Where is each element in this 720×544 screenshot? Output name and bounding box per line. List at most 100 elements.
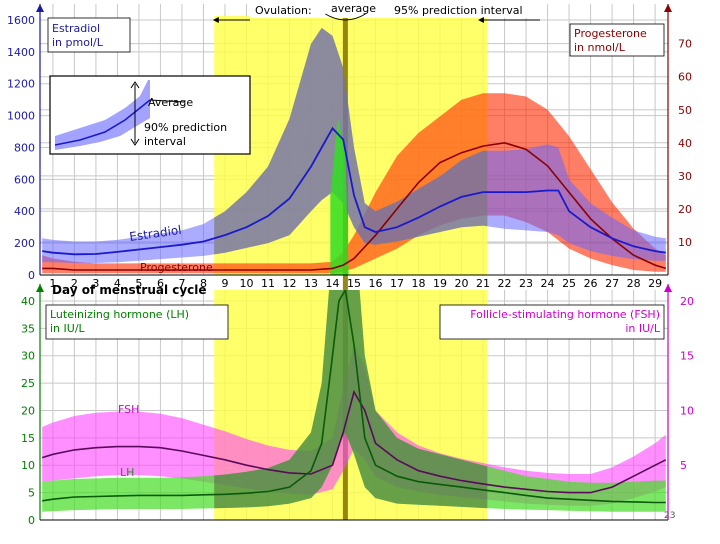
progesterone-tick-label: 50 — [678, 104, 692, 117]
lh-tick-label: 0 — [28, 514, 35, 527]
inset-interval-label: 90% prediction interval — [144, 121, 227, 148]
lh-tick-label: 15 — [21, 432, 35, 445]
ovulation-average-label: average — [331, 2, 376, 15]
lh-tick-label: 40 — [21, 295, 35, 308]
estradiol-tick-label: 1600 — [7, 14, 35, 27]
progesterone-line — [42, 141, 667, 271]
inset-arrow-down-icon — [130, 138, 140, 146]
labels: 0200400600800100012001400160010203040506… — [7, 2, 694, 527]
progesterone-unit-label: Progesterone in nmol/L — [574, 27, 647, 54]
fsh-series-label: FSH — [118, 403, 139, 416]
fsh-tick-label: 5 — [680, 459, 687, 472]
lh-axis-arrow-icon — [36, 284, 44, 292]
lh-series-label: LH — [120, 466, 134, 479]
progesterone-tick-label: 70 — [678, 38, 692, 51]
inset-band — [55, 80, 150, 150]
lh-band-ovulation — [214, 290, 488, 512]
estradiol-band — [42, 27, 666, 264]
estradiol-line — [42, 126, 666, 256]
day-tick-label: 6 — [157, 277, 164, 290]
top-lines — [42, 126, 667, 271]
inset-arrow-up-icon — [130, 81, 140, 89]
lh-tick-label: 25 — [21, 377, 35, 390]
day-tick-label: 5 — [135, 277, 142, 290]
corner-label: 23 — [664, 511, 675, 521]
lh-tick-label: 30 — [21, 350, 35, 363]
day-tick-label: 12 — [282, 277, 296, 290]
day-tick-label: 16 — [369, 277, 383, 290]
progesterone-tick-label: 30 — [678, 170, 692, 183]
day-tick-label: 11 — [261, 277, 275, 290]
ovulation-label: Ovulation: — [255, 4, 312, 17]
ovulation-interval-label: 95% prediction interval — [394, 4, 523, 17]
day-tick-label: 15 — [347, 277, 361, 290]
day-tick-label: 27 — [605, 277, 619, 290]
progesterone-band — [42, 93, 666, 274]
fsh-unit-label: Follicle-stimulating hormone (FSH) — [470, 308, 660, 321]
fsh-axis-arrow-icon — [664, 284, 672, 292]
day-tick-label: 24 — [541, 277, 555, 290]
estradiol-tick-label: 1200 — [7, 78, 35, 91]
lh-tick-label: 20 — [21, 404, 35, 417]
bottom-bands — [42, 290, 666, 512]
progesterone-series-label: Progesterone — [140, 261, 213, 274]
progesterone-axis-arrow-icon — [664, 4, 672, 12]
estradiol-tick-label: 1000 — [7, 110, 35, 123]
progesterone-tick-label: 10 — [678, 236, 692, 249]
lh-unit-box — [45, 304, 229, 340]
day-tick-label: 18 — [412, 277, 426, 290]
day-tick-label: 21 — [476, 277, 490, 290]
progesterone-tick-label: 40 — [678, 137, 692, 150]
lh-tick-label: 35 — [21, 322, 35, 335]
inset-average-label: Average — [148, 96, 193, 109]
estradiol-tick-label: 0 — [28, 269, 35, 282]
progesterone-tick-label: 20 — [678, 203, 692, 216]
top-bands — [42, 27, 666, 275]
day-tick-label: 4 — [114, 277, 121, 290]
day-tick-label: 17 — [390, 277, 404, 290]
estradiol-tick-label: 800 — [14, 141, 35, 154]
day-tick-label: 3 — [92, 277, 99, 290]
estradiol-tick-label: 1400 — [7, 46, 35, 59]
day-tick-label: 7 — [178, 277, 185, 290]
prediction-bands — [42, 27, 666, 512]
ovulation-header-bg — [250, 2, 540, 18]
day-tick-label: 9 — [221, 277, 228, 290]
inset-legend: Average 90% prediction interval — [49, 75, 251, 155]
inset-pointer — [149, 99, 185, 103]
progesterone-unit-box — [569, 23, 665, 57]
day-tick-label: 1 — [49, 277, 56, 290]
estradiol-unit-box — [47, 17, 131, 53]
progesterone-tick-label: 60 — [678, 71, 692, 84]
lh-tick-label: 5 — [28, 487, 35, 500]
fsh-tick-label: 10 — [680, 404, 694, 417]
lh-peak-echo — [330, 118, 349, 275]
day-tick-label: 26 — [584, 277, 598, 290]
estradiol-tick-label: 200 — [14, 237, 35, 250]
lh-tick-label: 10 — [21, 459, 35, 472]
day-tick-label: 2 — [71, 277, 78, 290]
inset-line — [54, 99, 151, 146]
day-tick-label: 22 — [498, 277, 512, 290]
fsh-tick-label: 15 — [680, 350, 694, 363]
fsh-tick-label: 20 — [680, 295, 694, 308]
day-tick-label: 8 — [200, 277, 207, 290]
bottom-lines — [41, 290, 667, 504]
day-tick-label: 29 — [648, 277, 662, 290]
estradiol-axis-arrow-icon — [36, 4, 44, 12]
estradiol-tick-label: 400 — [14, 205, 35, 218]
day-tick-label: 13 — [304, 277, 318, 290]
estradiol-tick-label: 600 — [14, 173, 35, 186]
axes — [36, 4, 672, 521]
day-tick-label: 14 — [325, 277, 339, 290]
day-tick-label: 20 — [455, 277, 469, 290]
lh-line — [42, 290, 666, 504]
day-tick-label: 19 — [433, 277, 447, 290]
x-axis-title: Day of menstrual cycle — [52, 283, 207, 297]
fsh-unit-box — [439, 304, 665, 340]
fsh-line — [41, 389, 667, 494]
day-tick-label: 25 — [562, 277, 576, 290]
estradiol-unit-label: Estradiol in pmol/L — [52, 22, 104, 49]
